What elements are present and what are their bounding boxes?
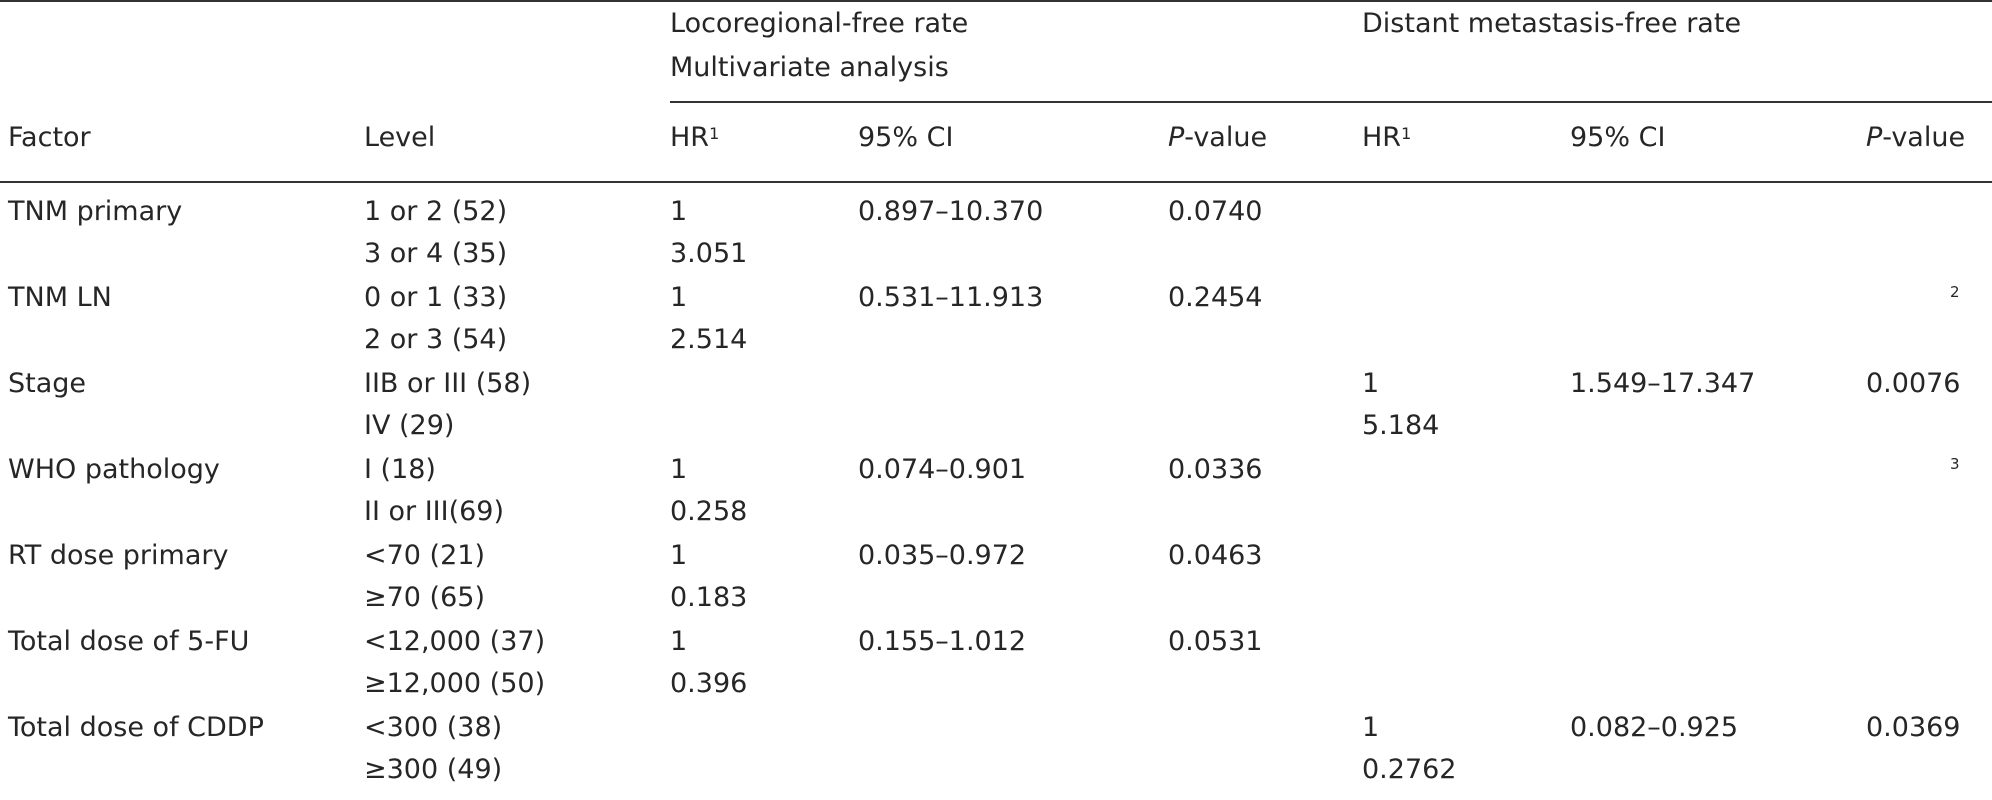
lr-ci-cell: 0.155–1.012 <box>858 626 1027 657</box>
level-cell: IIB or III (58) <box>364 368 532 399</box>
lr-hr-cell: 1 <box>670 454 688 485</box>
dm-p-footnote-marker: 3 <box>1950 455 1960 473</box>
level-cell: ≥70 (65) <box>364 582 485 613</box>
header-lr-ci: 95% CI <box>858 122 954 153</box>
lr-p-cell: 0.0531 <box>1168 626 1263 657</box>
lr-hr-cell: 1 <box>670 196 688 227</box>
level-cell: 0 or 1 (33) <box>364 282 508 313</box>
table-top-rule <box>0 0 1992 2</box>
lr-hr-cell: 1 <box>670 540 688 571</box>
dm-p-cell: 0.0076 <box>1866 368 1961 399</box>
lr-ci-cell: 0.035–0.972 <box>858 540 1027 571</box>
lr-hr-cell: 1 <box>670 626 688 657</box>
lr-p-cell: 0.2454 <box>1168 282 1263 313</box>
level-cell: <70 (21) <box>364 540 485 571</box>
lr-hr-cell: 0.396 <box>670 668 748 699</box>
header-lr-pvalue: P-value <box>1168 122 1268 153</box>
level-cell: 3 or 4 (35) <box>364 238 508 269</box>
lr-ci-cell: 0.531–11.913 <box>858 282 1044 313</box>
dm-p-footnote-marker: 2 <box>1950 283 1960 301</box>
dm-p-cell: 0.0369 <box>1866 712 1961 743</box>
header-dm-pvalue: P-value <box>1866 122 1966 153</box>
header-dm-ci: 95% CI <box>1570 122 1666 153</box>
level-cell: ≥12,000 (50) <box>364 668 546 699</box>
level-cell: 1 or 2 (52) <box>364 196 508 227</box>
lr-p-cell: 0.0740 <box>1168 196 1263 227</box>
group-underline-rule <box>670 101 1992 103</box>
factor-cell: TNM primary <box>8 196 183 227</box>
lr-hr-cell: 0.183 <box>670 582 748 613</box>
factor-cell: RT dose primary <box>8 540 229 571</box>
lr-hr-cell: 3.051 <box>670 238 748 269</box>
level-cell: <300 (38) <box>364 712 503 743</box>
dm-ci-cell: 1.549–17.347 <box>1570 368 1756 399</box>
header-dm-hr: HR1 <box>1362 122 1412 153</box>
level-cell: IV (29) <box>364 410 455 441</box>
dm-hr-cell: 5.184 <box>1362 410 1440 441</box>
level-cell: <12,000 (37) <box>364 626 546 657</box>
factor-cell: Stage <box>8 368 87 399</box>
locoregional-group-title: Locoregional-free rate <box>670 8 969 39</box>
lr-ci-cell: 0.074–0.901 <box>858 454 1027 485</box>
lr-hr-cell: 0.258 <box>670 496 748 527</box>
factor-cell: Total dose of 5-FU <box>8 626 250 657</box>
locoregional-group-subtitle: Multivariate analysis <box>670 52 949 83</box>
header-bottom-rule <box>0 181 1992 183</box>
level-cell: I (18) <box>364 454 436 485</box>
dm-ci-cell: 0.082–0.925 <box>1570 712 1739 743</box>
dm-hr-cell: 0.2762 <box>1362 754 1457 785</box>
lr-p-cell: 0.0336 <box>1168 454 1263 485</box>
level-cell: 2 or 3 (54) <box>364 324 508 355</box>
dm-hr-cell: 1 <box>1362 368 1380 399</box>
lr-hr-cell: 1 <box>670 282 688 313</box>
distant-group-title: Distant metastasis-free rate <box>1362 8 1742 39</box>
factor-cell: TNM LN <box>8 282 112 313</box>
header-level: Level <box>364 122 436 153</box>
header-factor: Factor <box>8 122 91 153</box>
factor-cell: WHO pathology <box>8 454 220 485</box>
dm-hr-cell: 1 <box>1362 712 1380 743</box>
lr-ci-cell: 0.897–10.370 <box>858 196 1044 227</box>
header-lr-hr: HR1 <box>670 122 720 153</box>
level-cell: ≥300 (49) <box>364 754 503 785</box>
level-cell: II or III(69) <box>364 496 505 527</box>
lr-hr-cell: 2.514 <box>670 324 748 355</box>
factor-cell: Total dose of CDDP <box>8 712 264 743</box>
lr-p-cell: 0.0463 <box>1168 540 1263 571</box>
